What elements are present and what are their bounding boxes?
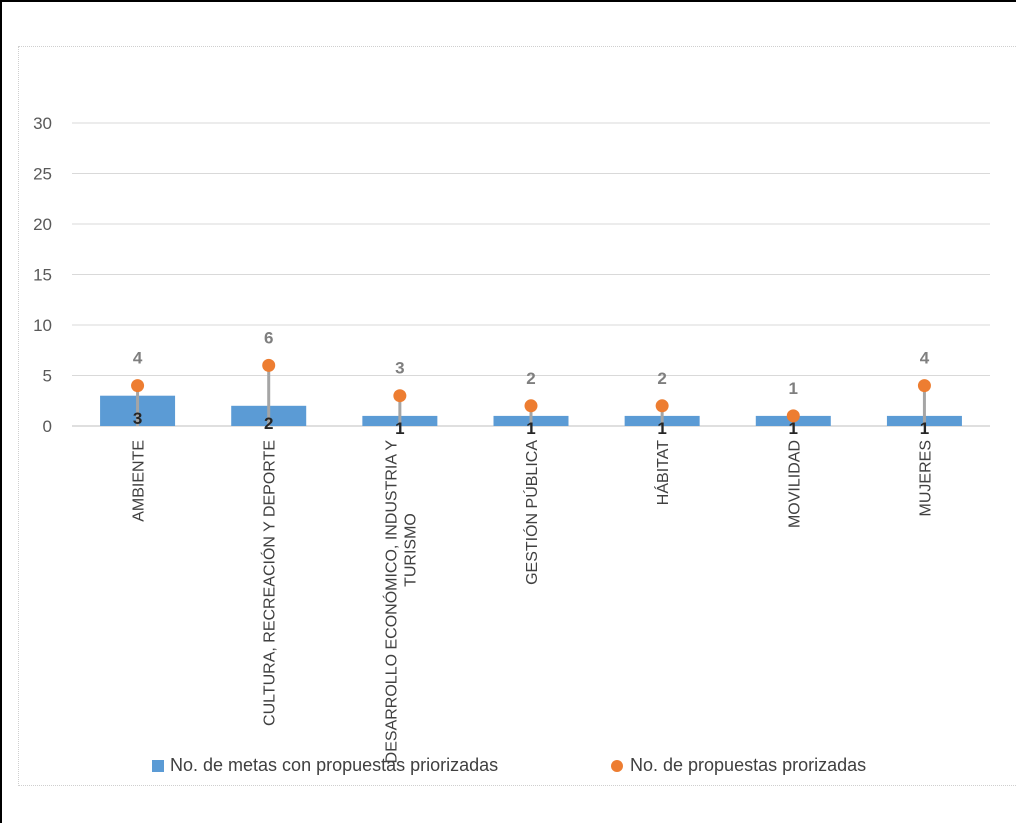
data-point xyxy=(131,379,145,393)
data-point xyxy=(786,409,800,423)
x-tick-label: MUJERES xyxy=(917,440,934,516)
bar-data-labels: 3 2 1 1 1 1 1 xyxy=(133,409,929,438)
bar-value-label: 3 xyxy=(133,409,142,428)
y-tick-label: 20 xyxy=(33,215,52,234)
data-point xyxy=(262,358,276,372)
legend-label-points: No. de propuestas prorizadas xyxy=(630,755,866,775)
bar-value-label: 1 xyxy=(526,419,535,438)
x-tick-label: MOVILIDAD xyxy=(786,440,803,528)
bar-value-label: 1 xyxy=(920,419,929,438)
bar-value-label: 2 xyxy=(264,414,273,433)
x-tick-label: AMBIENTE xyxy=(131,440,148,522)
bar-value-label: 1 xyxy=(789,419,798,438)
data-point xyxy=(524,399,538,413)
x-tick-label: HÁBITAT xyxy=(653,440,672,505)
legend-swatch-bars xyxy=(152,760,164,772)
x-tick-label: CULTURA, RECREACIÓN Y DEPORTE xyxy=(260,440,279,726)
x-tick-label: GESTIÓN PÚBLICA xyxy=(522,440,541,585)
bar-value-label: 1 xyxy=(657,419,666,438)
legend: No. de metas con propuestas priorizadas N… xyxy=(152,755,866,775)
x-tick-label: DESARROLLO ECONÓMICO, INDUSTRIA Y TURISMO xyxy=(381,440,419,764)
point-value-label: 2 xyxy=(657,369,666,388)
y-tick-label: 5 xyxy=(43,367,52,386)
legend-label-bars: No. de metas con propuestas priorizadas xyxy=(170,755,498,775)
point-value-label: 4 xyxy=(920,349,930,368)
bar-value-label: 1 xyxy=(395,419,404,438)
y-tick-label: 15 xyxy=(33,266,52,285)
point-series xyxy=(131,358,931,423)
y-tick-label: 25 xyxy=(33,165,52,184)
y-axis: 0 5 10 15 20 25 30 xyxy=(33,114,52,436)
data-point xyxy=(655,399,669,413)
x-axis: AMBIENTE CULTURA, RECREACIÓN Y DEPORTE DES… xyxy=(131,440,935,764)
data-point xyxy=(917,379,931,393)
point-value-label: 2 xyxy=(526,369,535,388)
y-tick-label: 0 xyxy=(43,417,52,436)
point-value-label: 4 xyxy=(133,349,143,368)
y-tick-label: 30 xyxy=(33,114,52,133)
point-value-label: 1 xyxy=(789,379,798,398)
y-tick-label: 10 xyxy=(33,316,52,335)
data-point xyxy=(393,389,407,403)
point-value-label: 3 xyxy=(395,359,404,378)
legend-swatch-points xyxy=(611,760,623,772)
chart-frame xyxy=(18,46,1016,786)
point-value-label: 6 xyxy=(264,328,273,347)
point-data-labels: 4 6 3 2 2 1 4 xyxy=(133,328,930,398)
